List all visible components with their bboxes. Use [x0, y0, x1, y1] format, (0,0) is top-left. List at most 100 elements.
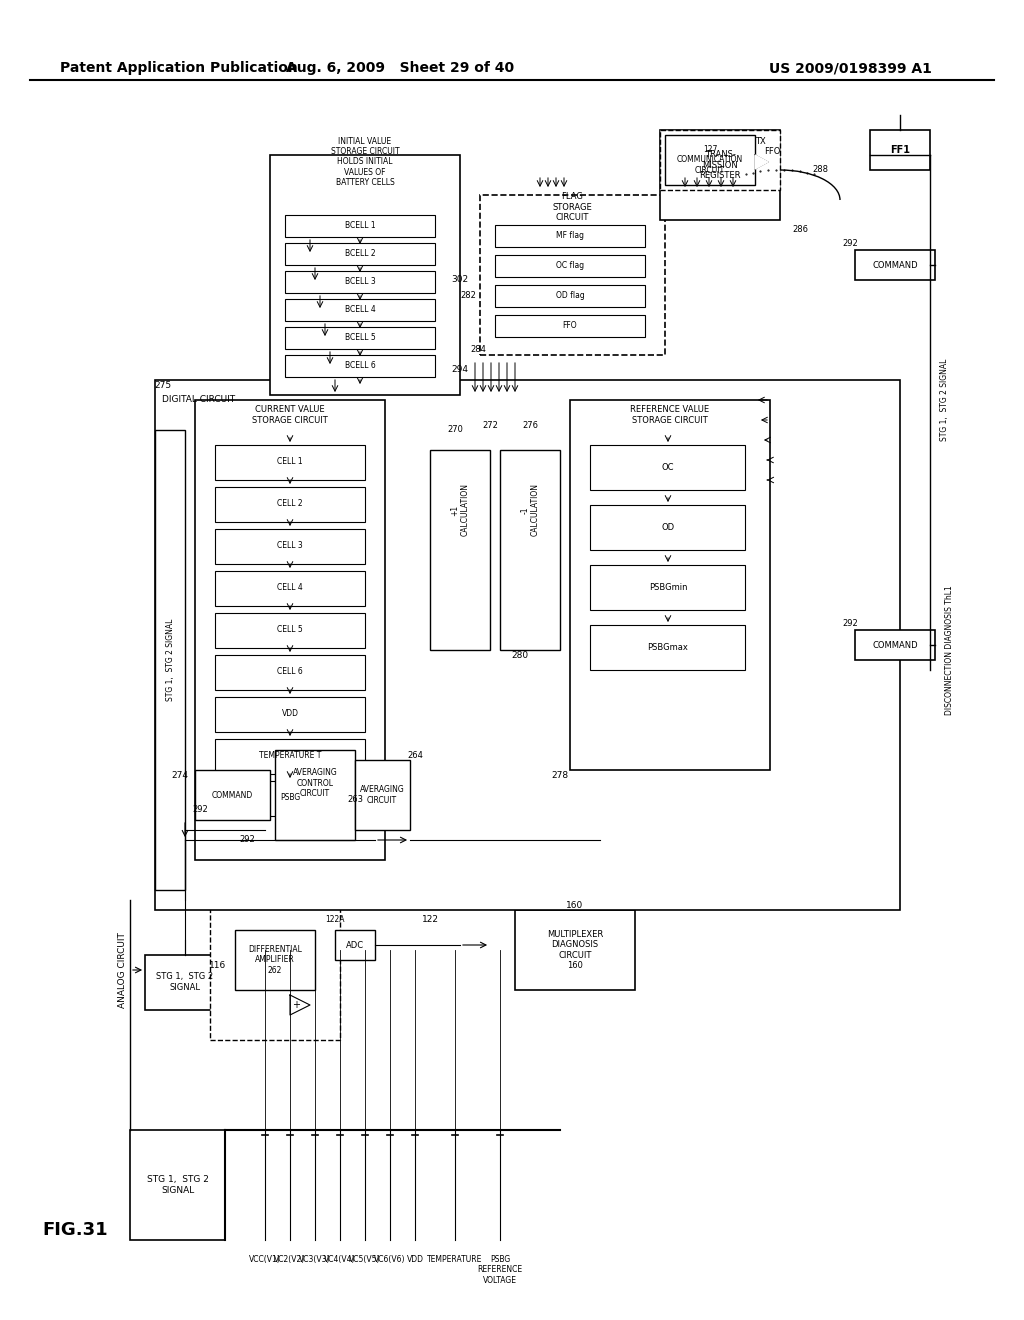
- Bar: [590, 506, 745, 550]
- Bar: [590, 445, 745, 490]
- Text: FFO: FFO: [562, 322, 578, 330]
- Bar: [145, 954, 225, 1010]
- Bar: [500, 450, 560, 649]
- Bar: [355, 760, 410, 830]
- Bar: [130, 1130, 225, 1239]
- Text: STG 1,  STG 2 SIGNAL: STG 1, STG 2 SIGNAL: [166, 619, 174, 701]
- Text: BCELL 6: BCELL 6: [345, 362, 376, 371]
- Text: VC3(V3): VC3(V3): [299, 1255, 331, 1265]
- Text: TEMPERATURE T: TEMPERATURE T: [259, 751, 322, 760]
- Text: AVERAGING
CONTROL
CIRCUIT: AVERAGING CONTROL CIRCUIT: [293, 768, 337, 797]
- Text: CELL 2: CELL 2: [278, 499, 303, 508]
- Text: BCELL 3: BCELL 3: [345, 277, 376, 286]
- Text: OD: OD: [662, 523, 675, 532]
- Text: COMMAND: COMMAND: [211, 791, 253, 800]
- Text: +1
CALCULATION: +1 CALCULATION: [451, 483, 470, 536]
- Text: 122A: 122A: [326, 916, 345, 924]
- Text: 282: 282: [460, 290, 476, 300]
- Bar: [215, 655, 365, 690]
- Bar: [215, 529, 365, 564]
- Bar: [590, 565, 745, 610]
- Text: FF1: FF1: [890, 145, 910, 154]
- Text: 160: 160: [566, 900, 584, 909]
- Text: 276: 276: [522, 421, 538, 429]
- Text: 292: 292: [842, 619, 858, 627]
- Bar: [495, 285, 645, 308]
- Text: FLAG
STORAGE
CIRCUIT: FLAG STORAGE CIRCUIT: [552, 193, 592, 222]
- Text: CURRENT VALUE
STORAGE CIRCUIT: CURRENT VALUE STORAGE CIRCUIT: [252, 405, 328, 425]
- Bar: [285, 243, 435, 265]
- Text: DIFFERENTIAL
AMPLIFIER
262: DIFFERENTIAL AMPLIFIER 262: [248, 945, 302, 975]
- Bar: [495, 255, 645, 277]
- Text: CELL 3: CELL 3: [278, 541, 303, 550]
- Text: 284: 284: [470, 346, 486, 355]
- Text: TX: TX: [755, 137, 765, 147]
- Bar: [660, 129, 780, 220]
- Bar: [660, 129, 780, 190]
- Text: 286: 286: [792, 226, 808, 235]
- Bar: [590, 624, 745, 671]
- Text: VDD: VDD: [407, 1255, 424, 1265]
- Polygon shape: [755, 154, 768, 169]
- Text: PSBGmax: PSBGmax: [647, 643, 688, 652]
- Bar: [855, 249, 935, 280]
- Text: CELL 4: CELL 4: [278, 583, 303, 593]
- Text: 280: 280: [511, 651, 528, 660]
- Text: DISCONNECTION DIAGNOSIS ThL1: DISCONNECTION DIAGNOSIS ThL1: [945, 585, 954, 715]
- Bar: [285, 327, 435, 348]
- Text: 116: 116: [209, 961, 226, 969]
- Bar: [215, 781, 365, 816]
- Text: ADC: ADC: [346, 940, 365, 949]
- Bar: [480, 195, 665, 355]
- Text: BCELL 5: BCELL 5: [345, 334, 376, 342]
- Text: 263: 263: [347, 796, 362, 804]
- Text: CELL 1: CELL 1: [278, 458, 303, 466]
- Bar: [515, 909, 635, 990]
- Bar: [570, 400, 770, 770]
- Text: PSBG: PSBG: [280, 793, 300, 803]
- Bar: [665, 135, 755, 185]
- Bar: [285, 355, 435, 378]
- Text: PSBG
REFERENCE
VOLTAGE: PSBG REFERENCE VOLTAGE: [477, 1255, 522, 1284]
- Text: OD flag: OD flag: [556, 292, 585, 301]
- Bar: [155, 430, 185, 890]
- Text: BCELL 4: BCELL 4: [345, 305, 376, 314]
- Bar: [285, 271, 435, 293]
- Bar: [495, 315, 645, 337]
- Text: 264: 264: [408, 751, 423, 759]
- Text: 292: 292: [193, 805, 208, 814]
- Text: STG 1,  STG 2
SIGNAL: STG 1, STG 2 SIGNAL: [147, 1175, 209, 1195]
- Text: REFERENCE VALUE
STORAGE CIRCUIT: REFERENCE VALUE STORAGE CIRCUIT: [631, 405, 710, 425]
- Text: OC flag: OC flag: [556, 261, 584, 271]
- Bar: [215, 739, 365, 774]
- Bar: [215, 612, 365, 648]
- Text: COMMAND: COMMAND: [872, 640, 918, 649]
- Text: COMMAND: COMMAND: [872, 260, 918, 269]
- Bar: [270, 154, 460, 395]
- Text: 292: 292: [240, 836, 255, 845]
- Text: VCC(V1): VCC(V1): [249, 1255, 281, 1265]
- Text: 292: 292: [842, 239, 858, 248]
- Text: MULTIPLEXER
DIAGNOSIS
CIRCUIT
160: MULTIPLEXER DIAGNOSIS CIRCUIT 160: [547, 929, 603, 970]
- Bar: [234, 931, 315, 990]
- Bar: [495, 224, 645, 247]
- Text: 294: 294: [452, 366, 469, 375]
- Text: 272: 272: [482, 421, 498, 429]
- Bar: [195, 400, 385, 861]
- Text: STG 1,  STG 2
SIGNAL: STG 1, STG 2 SIGNAL: [157, 973, 214, 991]
- Text: VC4(V4): VC4(V4): [325, 1255, 355, 1265]
- Text: -1
CALCULATION: -1 CALCULATION: [520, 483, 540, 536]
- Text: CELL 5: CELL 5: [278, 626, 303, 635]
- Bar: [215, 445, 365, 480]
- Text: INITIAL VALUE
STORAGE CIRCUIT
HOLDS INITIAL
VALUES OF
BATTERY CELLS: INITIAL VALUE STORAGE CIRCUIT HOLDS INIT…: [331, 137, 399, 187]
- Text: 122: 122: [422, 916, 438, 924]
- Text: BCELL 2: BCELL 2: [345, 249, 376, 259]
- Text: VC5(V5): VC5(V5): [349, 1255, 381, 1265]
- Bar: [275, 750, 355, 840]
- Bar: [195, 770, 270, 820]
- Text: 127
COMMUNICATION
CIRCUIT: 127 COMMUNICATION CIRCUIT: [677, 145, 743, 176]
- Bar: [285, 300, 435, 321]
- Text: 288: 288: [812, 165, 828, 174]
- Bar: [335, 931, 375, 960]
- Bar: [215, 487, 365, 521]
